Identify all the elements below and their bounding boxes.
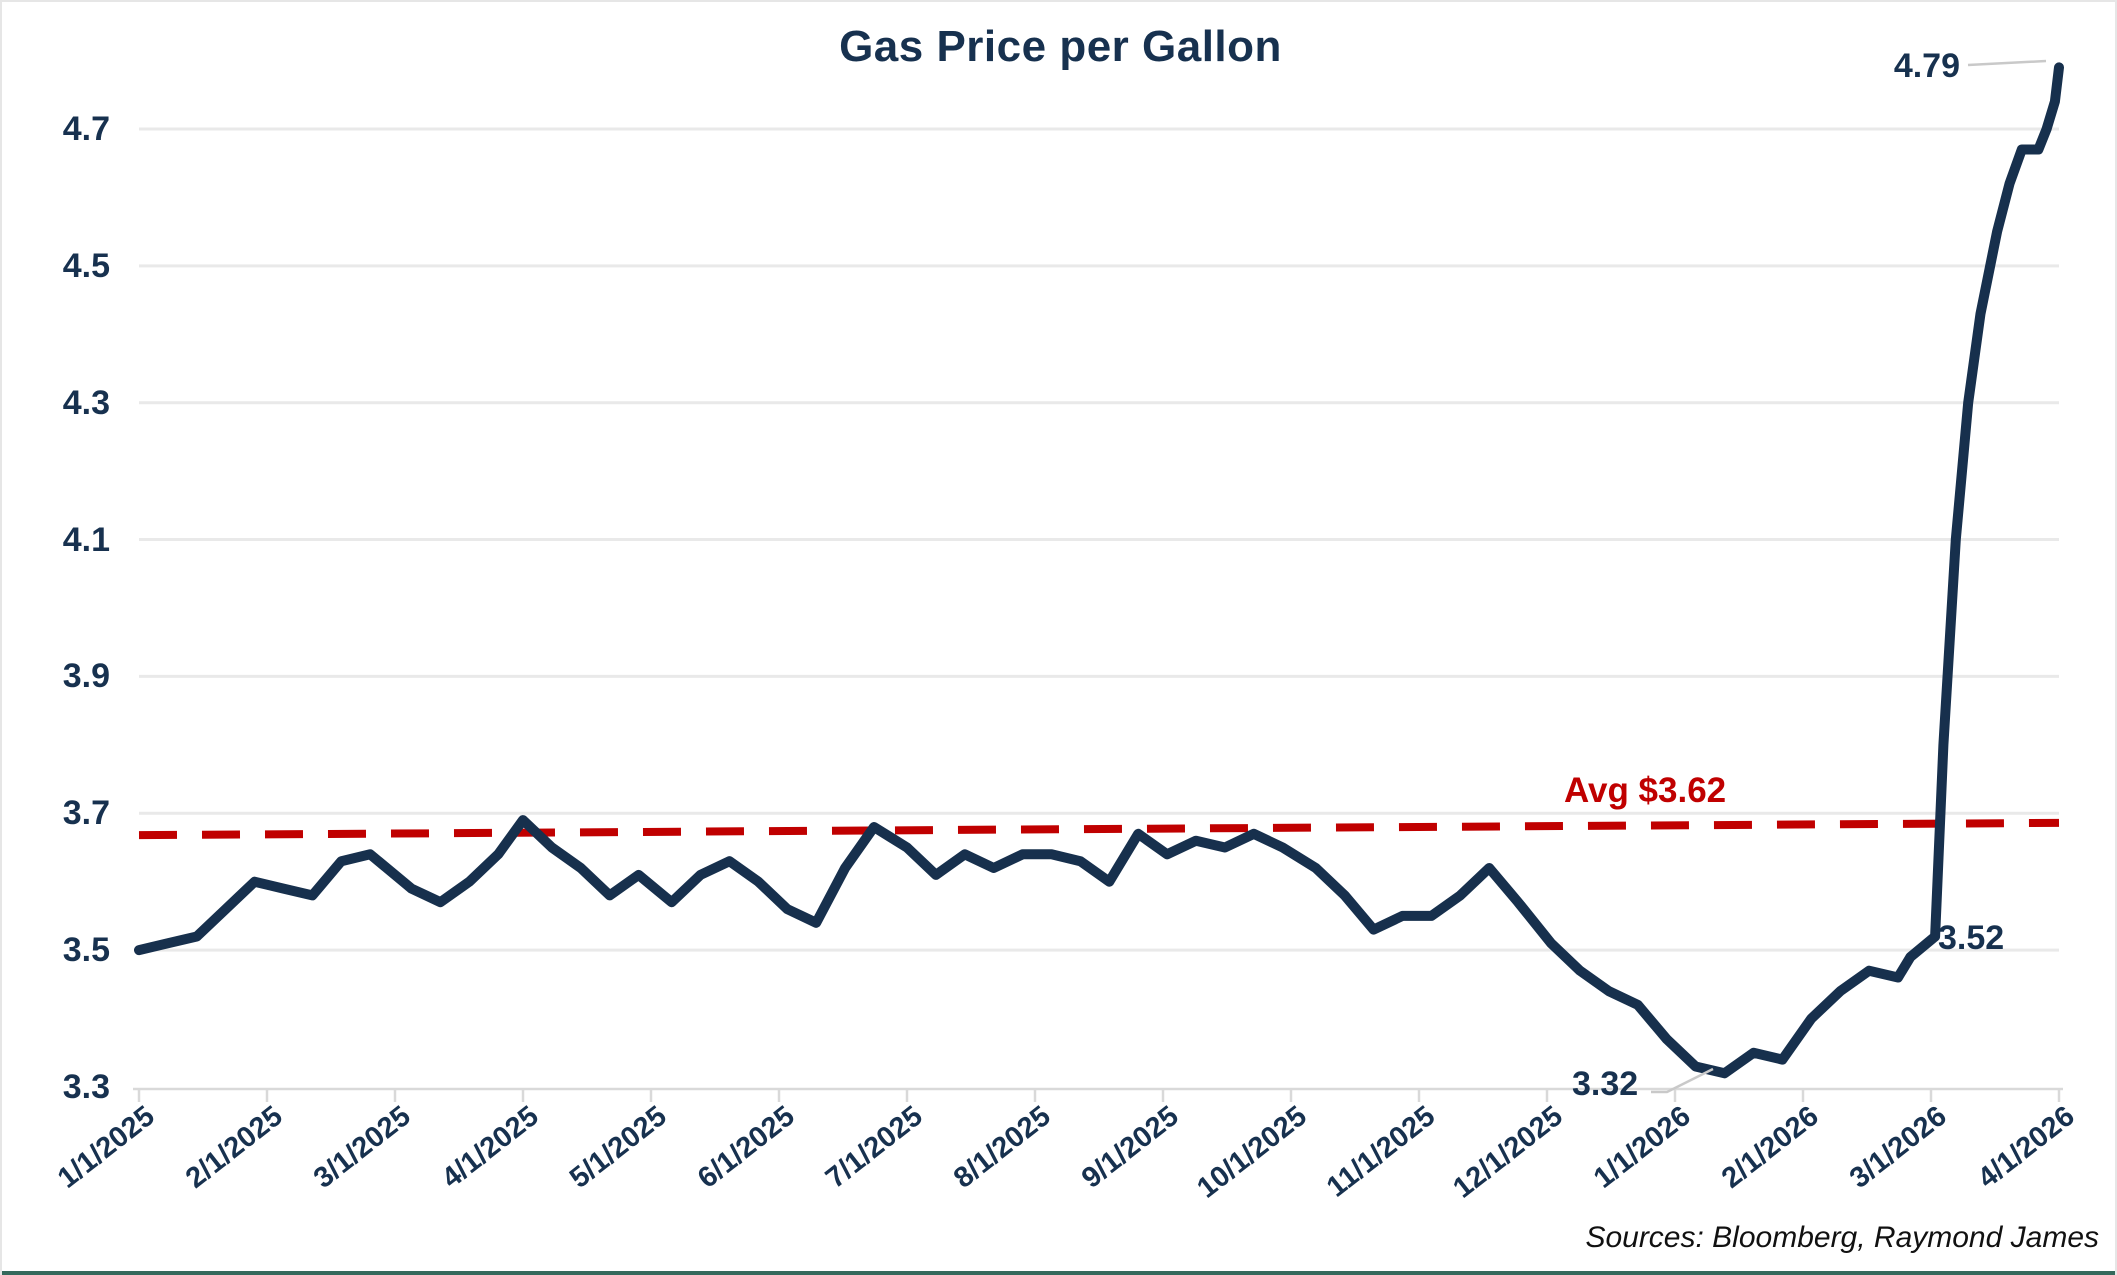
y-axis-tick-label: 3.3: [62, 1068, 110, 1106]
y-axis-tick-label: 3.7: [62, 794, 110, 833]
y-axis-tick-label: 3.9: [62, 657, 110, 696]
source-note: Sources: Bloomberg, Raymond James: [1585, 1221, 2099, 1254]
chart-title: Gas Price per Gallon: [839, 22, 1282, 71]
average-line-label: Avg $3.62: [1564, 771, 1727, 810]
max-annotation-leader-line: [1967, 59, 2047, 67]
min-value-annotation: 3.32: [1572, 1065, 1639, 1103]
y-axis-tick-label: 4.5: [62, 246, 110, 285]
bottom-rule: [2, 1271, 2115, 1275]
average-dashed-line: [138, 818, 2060, 840]
pre-spike-value-annotation: 3.52: [1938, 919, 2005, 957]
y-axis-tick-label: 4.1: [62, 520, 110, 559]
y-axis-tick-label: 4.3: [62, 383, 110, 422]
min-annotation-leader-line: [1651, 1067, 1714, 1094]
y-axis-tick-label: 4.7: [62, 109, 110, 148]
max-value-annotation: 4.79: [1893, 47, 1960, 85]
price-line: [134, 62, 2064, 1079]
y-axis-tick-label: 3.5: [62, 931, 110, 970]
